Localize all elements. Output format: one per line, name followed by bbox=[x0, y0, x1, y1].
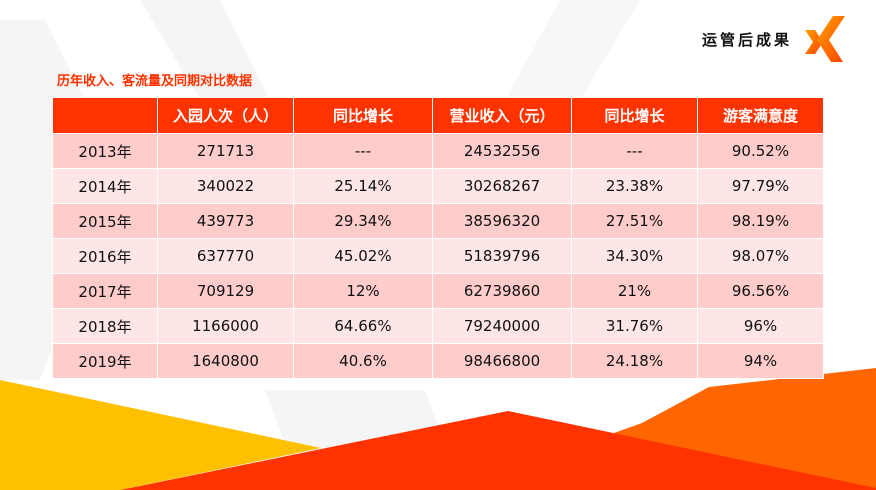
table-row: 2015年 439773 29.34% 38596320 27.51% 98.19% bbox=[52, 203, 824, 239]
header-cell: 游客满意度 bbox=[697, 97, 824, 134]
header-cell: 入园人次（人） bbox=[157, 97, 294, 134]
table-cell: 45.02% bbox=[293, 238, 433, 274]
table-cell: 2014年 bbox=[52, 168, 158, 204]
header-cell: 营业收入（元） bbox=[432, 97, 572, 134]
table-cell: 2013年 bbox=[52, 133, 158, 169]
table-row: 2018年 1166000 64.66% 79240000 31.76% 96% bbox=[52, 308, 824, 344]
table-cell: 27.51% bbox=[571, 203, 698, 239]
data-table: 入园人次（人） 同比增长 营业收入（元） 同比增长 游客满意度 2013年 271… bbox=[52, 97, 824, 379]
table-cell: 2017年 bbox=[52, 273, 158, 309]
table-cell: 38596320 bbox=[432, 203, 572, 239]
table-cell: 24532556 bbox=[432, 133, 572, 169]
table-cell: 90.52% bbox=[697, 133, 824, 169]
table-cell: 2019年 bbox=[52, 343, 158, 379]
table-row: 2016年 637770 45.02% 51839796 34.30% 98.07% bbox=[52, 238, 824, 274]
table-cell: 25.14% bbox=[293, 168, 433, 204]
table-cell: 1166000 bbox=[157, 308, 294, 344]
table-cell: 97.79% bbox=[697, 168, 824, 204]
table-header-row: 入园人次（人） 同比增长 营业收入（元） 同比增长 游客满意度 bbox=[52, 97, 824, 134]
table-row: 2017年 709129 12% 62739860 21% 96.56% bbox=[52, 273, 824, 309]
table-cell: 62739860 bbox=[432, 273, 572, 309]
table-cell: 79240000 bbox=[432, 308, 572, 344]
table-cell: 34.30% bbox=[571, 238, 698, 274]
table-cell: 439773 bbox=[157, 203, 294, 239]
table-row: 2019年 1640800 40.6% 98466800 24.18% 94% bbox=[52, 343, 824, 379]
table-cell: 2018年 bbox=[52, 308, 158, 344]
table-row: 2014年 340022 25.14% 30268267 23.38% 97.79% bbox=[52, 168, 824, 204]
table-cell: 23.38% bbox=[571, 168, 698, 204]
table-title: 历年收入、客流量及同期对比数据 bbox=[57, 74, 253, 89]
header-cell bbox=[52, 97, 158, 134]
red-shape bbox=[120, 411, 876, 490]
table-cell: 64.66% bbox=[293, 308, 433, 344]
orange-shape bbox=[614, 368, 876, 490]
table-cell: 21% bbox=[571, 273, 698, 309]
table-cell: 31.76% bbox=[571, 308, 698, 344]
table-cell: 51839796 bbox=[432, 238, 572, 274]
table-cell: 340022 bbox=[157, 168, 294, 204]
table-cell: 98.19% bbox=[697, 203, 824, 239]
table-cell: 94% bbox=[697, 343, 824, 379]
table-cell: --- bbox=[293, 133, 433, 169]
table-cell: 2015年 bbox=[52, 203, 158, 239]
table-cell: 2016年 bbox=[52, 238, 158, 274]
header-cell: 同比增长 bbox=[571, 97, 698, 134]
logo-x-icon bbox=[805, 16, 845, 62]
table-cell: 96.56% bbox=[697, 273, 824, 309]
table-row: 2013年 271713 --- 24532556 --- 90.52% bbox=[52, 133, 824, 169]
table-cell: 30268267 bbox=[432, 168, 572, 204]
brand-title: 运管后成果 bbox=[701, 31, 792, 49]
yellow-shape bbox=[0, 380, 321, 490]
table-cell: --- bbox=[571, 133, 698, 169]
table-cell: 98.07% bbox=[697, 238, 824, 274]
header-cell: 同比增长 bbox=[293, 97, 433, 134]
table-cell: 98466800 bbox=[432, 343, 572, 379]
table-cell: 637770 bbox=[157, 238, 294, 274]
table-cell: 1640800 bbox=[157, 343, 294, 379]
table-cell: 271713 bbox=[157, 133, 294, 169]
table-cell: 40.6% bbox=[293, 343, 433, 379]
table-cell: 24.18% bbox=[571, 343, 698, 379]
table-cell: 96% bbox=[697, 308, 824, 344]
table-cell: 709129 bbox=[157, 273, 294, 309]
table-cell: 29.34% bbox=[293, 203, 433, 239]
table-cell: 12% bbox=[293, 273, 433, 309]
